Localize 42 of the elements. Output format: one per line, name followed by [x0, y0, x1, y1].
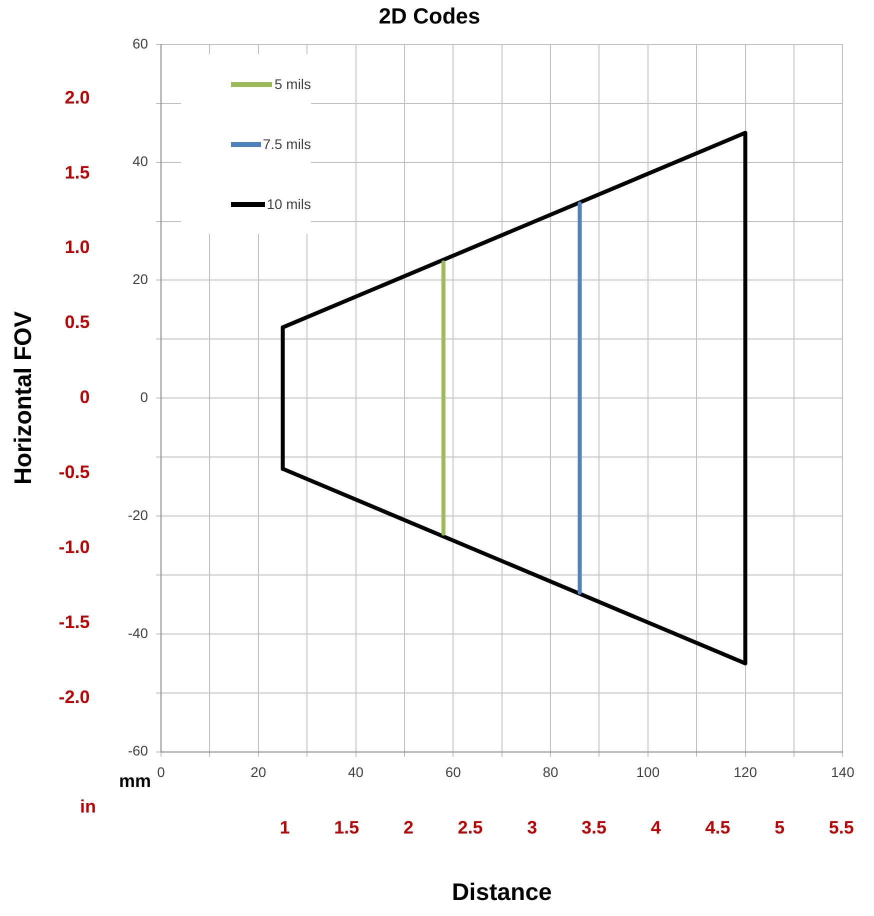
legend-label: 5 mils — [274, 76, 312, 92]
y-tick-label: -40 — [128, 624, 148, 641]
x2-tick-label: 1.5 — [334, 817, 360, 838]
legend-label: 7.5 mils — [262, 136, 312, 152]
x2-tick-label: 5 — [774, 817, 785, 838]
x2-tick-label: 4 — [650, 817, 661, 838]
y-tick-label: 0 — [140, 388, 148, 405]
x2-tick-label: 2 — [403, 817, 414, 838]
x-tick-label: 80 — [542, 764, 559, 780]
x-tick-label: 100 — [636, 764, 660, 780]
x-tick-label: 120 — [734, 764, 758, 780]
x-tick-label: 0 — [157, 764, 166, 780]
x2-tick-label: 4.5 — [705, 817, 730, 838]
x-tick-label: 20 — [250, 764, 266, 780]
y-tick-label: -60 — [128, 742, 148, 759]
x2-tick-label: 5.5 — [828, 817, 854, 838]
x-tick-label: 140 — [830, 764, 855, 780]
x-axis-title: Distance — [452, 879, 552, 906]
y2-tick-label: -2.0 — [58, 686, 90, 707]
y-tick-label: 60 — [132, 35, 148, 52]
x2-tick-label: 3.5 — [582, 817, 607, 838]
chart-title: 2D Codes — [378, 3, 480, 28]
legend-label: 10 mils — [266, 196, 312, 212]
text: mm — [118, 770, 152, 791]
y2-tick-label: -0.5 — [58, 462, 90, 482]
text: in — [80, 796, 96, 817]
x-tick-label: 60 — [445, 764, 462, 780]
y2-tick-label: 0 — [80, 387, 90, 408]
x2-tick-label: 3 — [527, 817, 538, 838]
y2-tick-label: 2.0 — [64, 87, 90, 108]
x2-tick-label: 2.5 — [458, 817, 483, 838]
y2-tick-label: -1.5 — [58, 612, 90, 632]
y2-axis-title: Horizontal FOV — [10, 311, 38, 485]
y2-tick-label: 0.5 — [64, 312, 90, 332]
y-tick-label: 40 — [132, 153, 148, 170]
y2-tick-label: 1.0 — [64, 237, 90, 258]
x2-tick-label: 1 — [280, 817, 290, 838]
y2-tick-label: 1.5 — [64, 162, 90, 182]
y2-tick-label: -1.0 — [58, 536, 90, 557]
x-tick-label: 40 — [348, 764, 364, 780]
y-tick-label: 20 — [132, 271, 148, 288]
y-tick-label: -20 — [128, 506, 148, 523]
